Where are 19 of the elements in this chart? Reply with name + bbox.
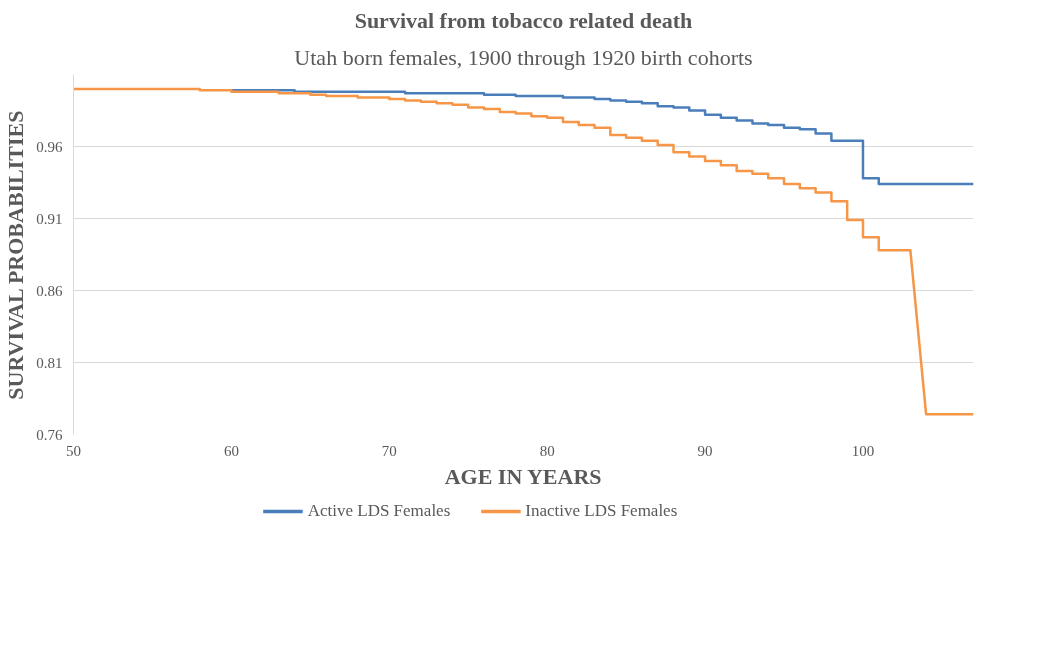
x-tick-label: 50 — [66, 442, 81, 459]
y-axis-title: SURVIVAL PROBABILITIES — [3, 110, 29, 400]
x-tick-label: 60 — [223, 442, 239, 459]
chart-title: Survival from tobacco related death — [354, 7, 693, 33]
legend-label: Inactive LDS Females — [525, 501, 678, 521]
line-series — [230, 89, 974, 186]
y-tick-label: 0.81 — [36, 354, 63, 371]
x-tick-label: 70 — [381, 442, 397, 459]
y-tick-label: 0.91 — [36, 210, 63, 227]
x-tick-label: 90 — [697, 442, 713, 459]
chart-subtitle: Utah born females, 1900 through 1920 birth cohorts — [294, 44, 753, 70]
y-tick-label: 0.96 — [36, 138, 63, 155]
y-tick-label: 0.76 — [36, 426, 63, 443]
x-axis-title: AGE IN YEARS — [444, 463, 602, 489]
x-tick-label: 100 — [851, 442, 875, 459]
legend-label: Active LDS Females — [307, 501, 451, 521]
x-tick-label: 80 — [539, 442, 555, 459]
y-tick-label: 0.86 — [36, 282, 63, 299]
line-series — [73, 87, 974, 416]
